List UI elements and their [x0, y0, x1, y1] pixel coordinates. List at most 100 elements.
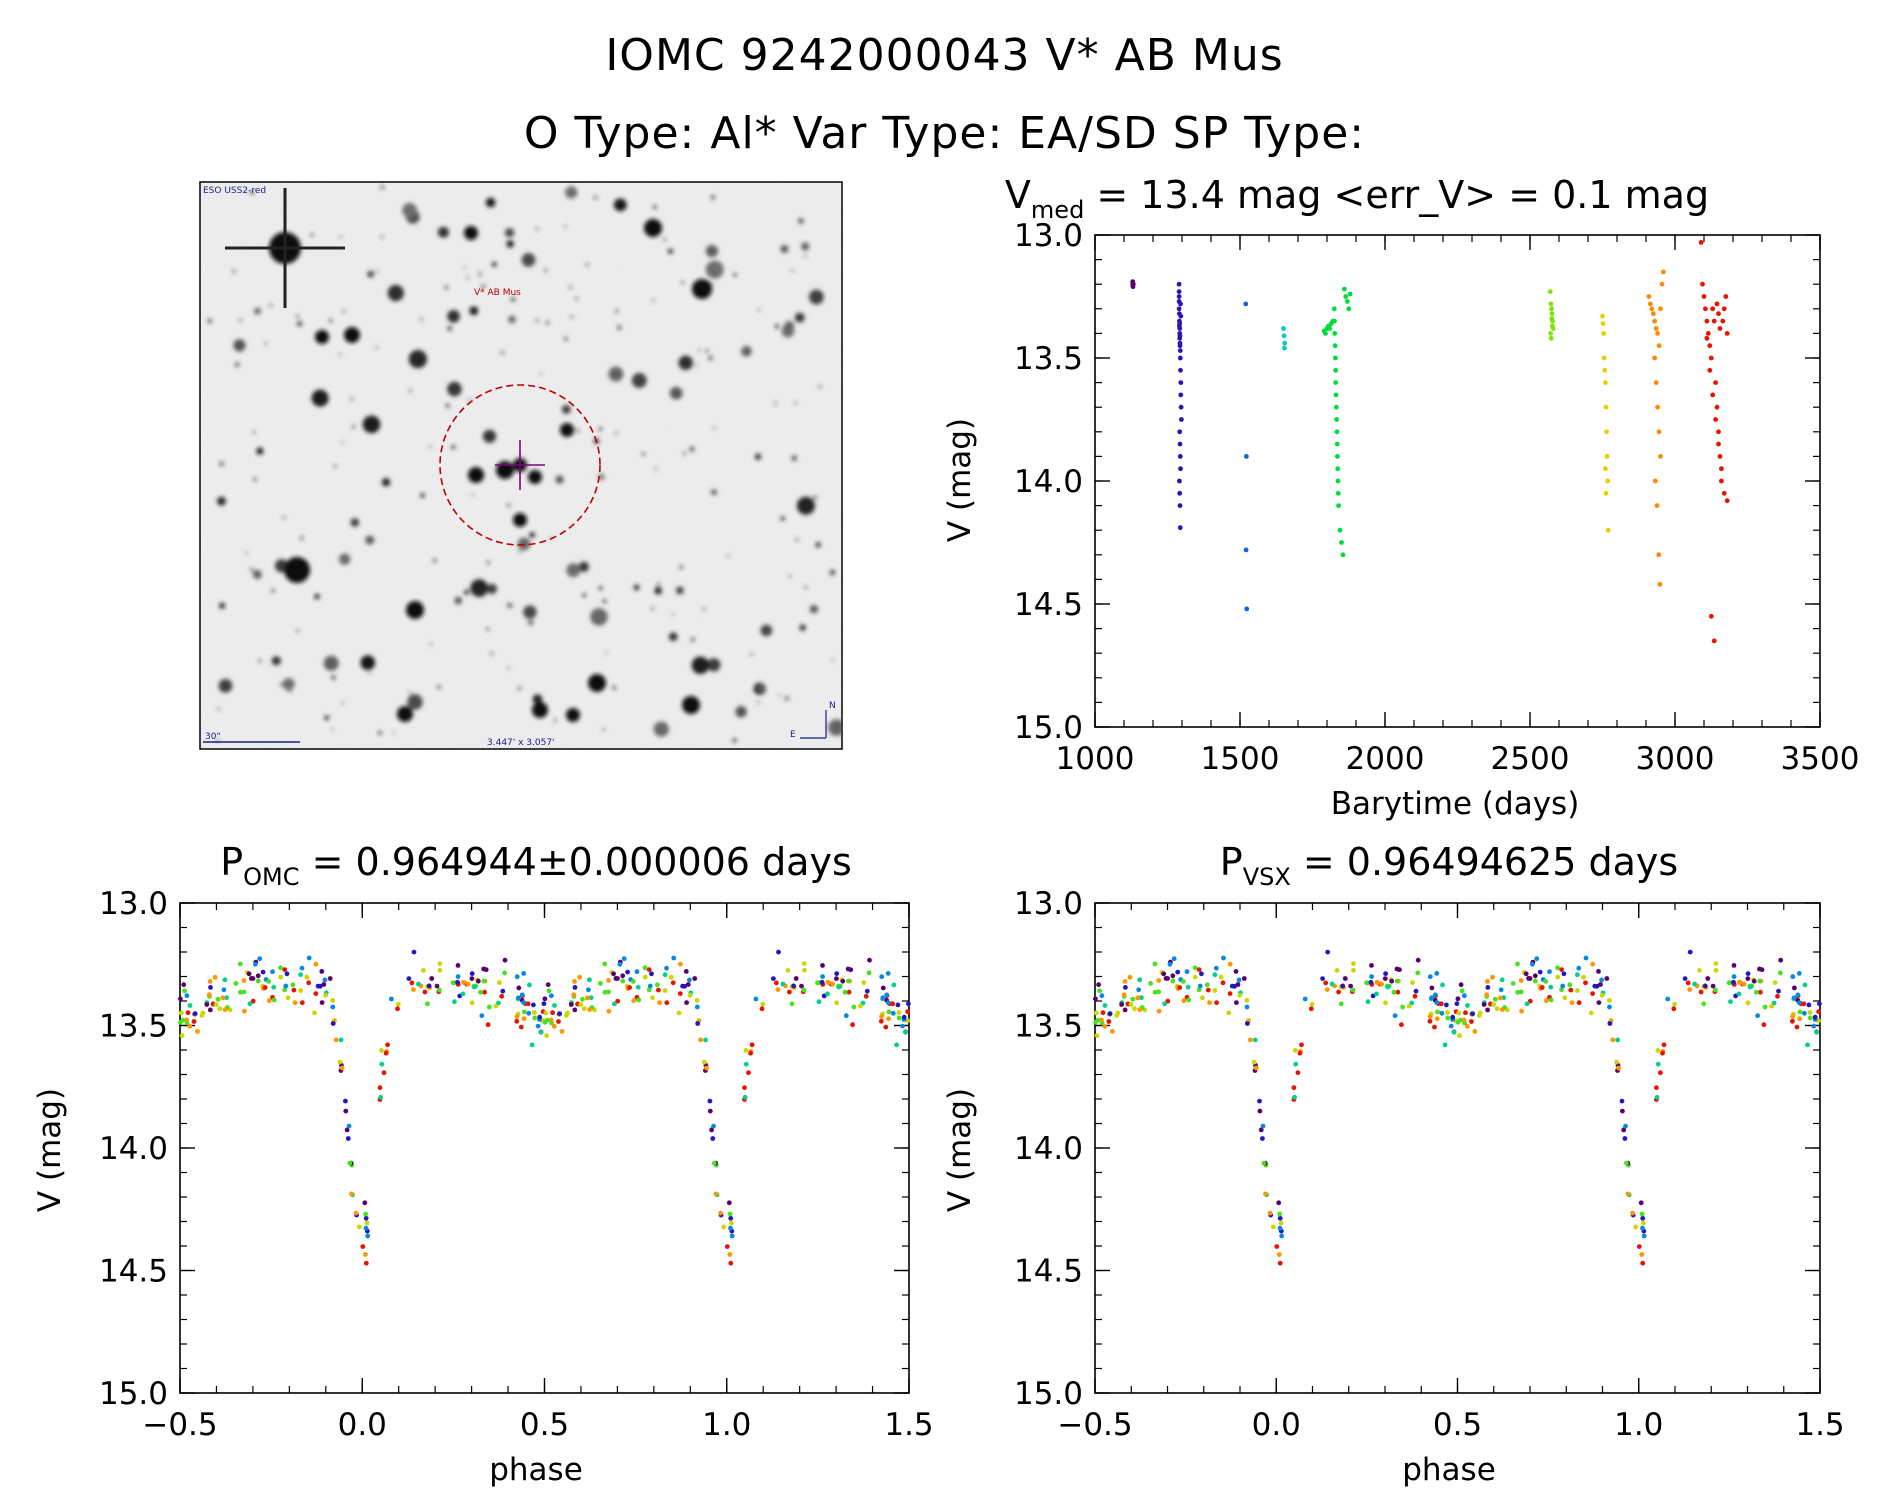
data-point: [1278, 1220, 1284, 1226]
data-point: [1323, 331, 1328, 336]
data-point: [886, 1016, 891, 1022]
data-point: [678, 961, 683, 967]
data-point: [1607, 1004, 1612, 1010]
data-point: [1123, 985, 1128, 990]
data-point: [469, 1000, 475, 1006]
data-point: [1365, 999, 1371, 1005]
data-point: [1270, 1224, 1276, 1230]
star: [252, 430, 256, 434]
star: [615, 432, 618, 435]
data-point: [1177, 525, 1183, 531]
data-point: [437, 967, 443, 973]
data-point: [271, 997, 277, 1003]
data-point: [775, 987, 781, 992]
data-point: [1654, 1085, 1659, 1091]
data-point: [1374, 991, 1379, 997]
data-point: [1234, 1000, 1239, 1005]
data-point: [1701, 294, 1707, 299]
data-point: [1335, 490, 1341, 496]
data-point: [891, 982, 897, 988]
phase-omc-title-main: P: [220, 840, 243, 884]
data-point: [677, 991, 683, 996]
data-point: [343, 1098, 348, 1104]
star: [486, 561, 490, 564]
data-point: [1576, 1000, 1582, 1006]
data-point: [1697, 968, 1702, 973]
data-point: [1641, 1220, 1646, 1226]
star: [219, 462, 224, 466]
data-point: [867, 957, 872, 963]
data-point: [1726, 980, 1732, 986]
data-point: [1335, 478, 1341, 484]
data-point: [1227, 991, 1233, 996]
data-point: [527, 982, 532, 988]
data-point: [319, 969, 325, 974]
star: [613, 198, 627, 212]
data-point: [1603, 490, 1609, 496]
data-point: [192, 1011, 198, 1016]
data-point: [1292, 1094, 1297, 1100]
data-point: [187, 1003, 193, 1008]
data-point: [780, 981, 786, 987]
data-point: [620, 978, 626, 984]
data-point: [532, 1010, 537, 1015]
data-point: [255, 973, 261, 979]
header-type-line: O Type: Al* Var Type: EA/SD SP Type:: [523, 108, 1366, 159]
data-point: [1639, 1252, 1645, 1257]
data-point: [1333, 367, 1339, 373]
data-point: [709, 1127, 714, 1133]
data-point: [1176, 289, 1182, 294]
data-point: [1616, 1065, 1622, 1071]
star: [707, 658, 721, 672]
data-point: [255, 978, 261, 984]
data-point: [577, 974, 583, 980]
data-point: [1139, 995, 1144, 1001]
data-point: [1636, 1244, 1642, 1249]
star: [368, 671, 372, 674]
data-point: [363, 1252, 368, 1257]
data-point: [544, 1017, 550, 1023]
data-point: [1364, 980, 1369, 986]
star: [507, 602, 513, 609]
data-point: [704, 1065, 709, 1071]
star: [756, 700, 760, 704]
data-point: [890, 1010, 896, 1016]
star: [350, 397, 353, 400]
star: [407, 694, 423, 710]
data-point: [896, 1015, 902, 1021]
data-point: [557, 1011, 562, 1016]
star: [654, 587, 662, 595]
data-point: [880, 995, 886, 1001]
data-point: [315, 983, 321, 989]
data-point: [1465, 1003, 1470, 1008]
star: [796, 496, 815, 515]
star: [252, 569, 262, 579]
data-point: [753, 996, 759, 1002]
data-point: [1661, 1042, 1667, 1048]
data-point: [1601, 331, 1607, 336]
data-point: [776, 949, 781, 955]
data-point: [1705, 331, 1711, 336]
data-point: [538, 1029, 544, 1035]
data-point: [1720, 318, 1726, 324]
data-point: [864, 988, 870, 994]
data-point: [1619, 1098, 1625, 1104]
star: [652, 205, 657, 210]
data-point: [602, 989, 608, 995]
data-point: [900, 1023, 905, 1029]
data-point: [793, 976, 799, 981]
data-point: [1524, 1001, 1530, 1007]
data-point: [518, 1024, 524, 1030]
data-point: [1175, 969, 1181, 975]
data-point: [1100, 1010, 1106, 1016]
data-point: [437, 961, 443, 966]
star: [387, 284, 404, 302]
data-point: [1177, 478, 1182, 484]
star: [818, 385, 822, 388]
bright-star: [588, 674, 606, 692]
data-point: [650, 995, 655, 1001]
data-point: [825, 991, 830, 997]
data-point: [377, 1085, 383, 1091]
data-point: [598, 981, 603, 986]
star: [408, 350, 427, 369]
